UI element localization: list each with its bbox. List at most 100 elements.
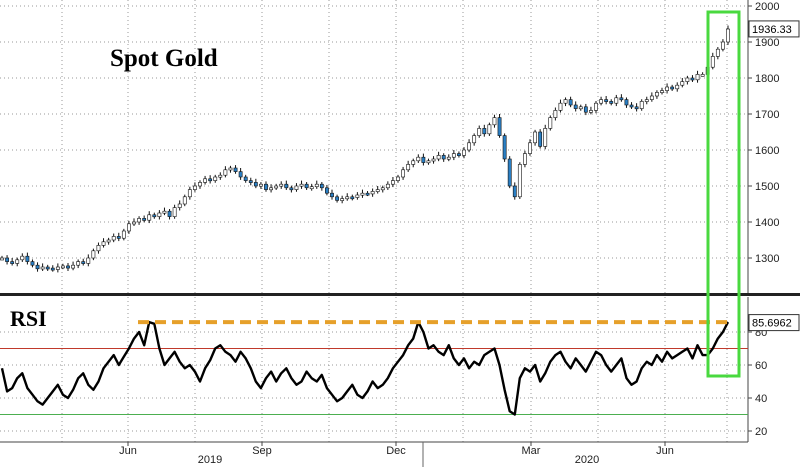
gold-candle-body <box>193 185 197 190</box>
gold-candle-body <box>467 142 471 151</box>
gold-candle-body <box>670 86 675 90</box>
gold-candle-body <box>233 167 238 172</box>
gold-candle-body <box>304 183 309 189</box>
gold-candle-body <box>370 191 375 195</box>
gold-last-value-tag-box <box>748 20 800 38</box>
gold-candle-body <box>523 153 527 165</box>
gold-candle-body <box>309 186 314 190</box>
gold-candle-body <box>472 135 477 144</box>
gold-candle-body <box>568 99 573 106</box>
gold-candle-body <box>604 99 609 102</box>
panel-divider <box>0 293 800 296</box>
gold-candle-body <box>482 128 487 135</box>
gold-candle-body <box>426 160 431 164</box>
gold-candle-body <box>152 214 157 218</box>
gold-candle-body <box>644 99 649 102</box>
gold-candle-body <box>451 153 456 158</box>
gold-candle-body <box>543 128 548 147</box>
rsi-last-value-tag: 85.6962 <box>748 314 800 332</box>
gold-candle-body <box>335 196 339 201</box>
gold-candle-body <box>624 99 629 106</box>
gold-candle-body <box>71 264 75 269</box>
gold-candle-body <box>147 214 152 221</box>
gold-candle-body <box>517 164 522 198</box>
gold-candle-body <box>238 171 243 178</box>
gold-candle-body <box>360 192 365 196</box>
gold-candle-body <box>294 185 299 190</box>
gold-series <box>0 25 730 273</box>
gold-candle-body <box>340 198 345 201</box>
gold-candle-body <box>375 189 380 192</box>
gold-candle-body <box>142 218 147 221</box>
gold-candle-body <box>548 117 553 129</box>
gold-ytick-label: 1300 <box>755 253 779 265</box>
gold-candle-body <box>81 261 86 264</box>
gold-candle-body <box>284 183 289 189</box>
rsi-ytick-label: 40 <box>755 393 767 405</box>
gold-candle-body <box>538 131 543 147</box>
gold-candle-body <box>726 28 730 43</box>
gold-candle-body <box>177 203 182 208</box>
gold-candle-body <box>274 185 279 189</box>
gold-ytick-label: 1500 <box>755 181 779 193</box>
gold-candle-body <box>101 241 106 246</box>
x-tick-label: Jun <box>656 445 674 457</box>
gold-candle-body <box>187 189 192 198</box>
gold-candle-body <box>96 245 101 252</box>
rsi-ytick-label: 20 <box>755 426 767 438</box>
gold-last-value-tag: 1936.33 <box>748 20 800 38</box>
gold-ytick-label: 1600 <box>755 145 779 157</box>
gold-candle-body <box>619 97 624 101</box>
gold-candle-body <box>259 183 263 187</box>
gold-candle-body <box>157 212 162 217</box>
gold-candle-body <box>76 261 81 266</box>
gold-candle-body <box>91 250 96 259</box>
gold-candle-body <box>721 41 725 50</box>
gold-candle-body <box>132 221 136 225</box>
gold-candle-body <box>609 101 614 104</box>
gold-candle-body <box>411 160 416 165</box>
gold-candle-body <box>553 110 558 118</box>
gold-ytick-label: 1800 <box>755 73 779 85</box>
gold-candle-body <box>248 180 253 183</box>
gold-panel: 1300 1400 1500 1600 1700 1800 1900 2000 Spot Go… <box>0 0 779 293</box>
gold-candle-body <box>507 158 512 187</box>
year-label: 2020 <box>575 454 599 466</box>
gold-candle-body <box>385 183 390 189</box>
gold-candle-body <box>573 104 578 109</box>
gold-candle-body <box>690 77 695 81</box>
gold-candle-body <box>40 266 45 270</box>
gold-candle-body <box>512 185 517 198</box>
gold-candle-body <box>55 266 60 270</box>
rsi-ytick-label: 60 <box>755 360 767 372</box>
gold-candle-body <box>391 180 395 185</box>
gold-candle-body <box>583 106 588 113</box>
gold-candle-body <box>45 266 50 270</box>
gold-candle-body <box>457 153 461 156</box>
gold-candle-body <box>50 267 55 271</box>
rsi-line <box>0 320 730 416</box>
gold-candle-body <box>61 265 65 269</box>
gold-candle-body <box>431 158 436 162</box>
gold-candle-body <box>441 155 446 160</box>
highlight-box <box>706 10 741 378</box>
gold-candle-body <box>477 128 482 136</box>
value-tags: 1936.33 85.6962 <box>748 20 800 332</box>
gold-last-value-tag-text: 1936.33 <box>752 24 792 36</box>
gold-grid: 1300 1400 1500 1600 1700 1800 1900 2000 <box>0 0 779 293</box>
gold-candle-body <box>253 182 258 187</box>
gold-candle-body <box>172 207 177 217</box>
gold-ytick-label: 2000 <box>755 1 779 13</box>
gold-candle-body <box>655 92 659 97</box>
gold-candle-body <box>649 95 654 100</box>
gold-candle-body <box>279 183 284 187</box>
gold-candle-body <box>700 74 705 77</box>
gold-candle-body <box>528 142 532 154</box>
gold-candle-body <box>380 187 385 191</box>
rsi-last-value-tag-text: 85.6962 <box>752 318 792 330</box>
gold-candle-body <box>710 56 715 68</box>
gold-candle-body <box>365 192 370 196</box>
gold-ytick-label: 1900 <box>755 37 779 49</box>
gold-candle-body <box>629 104 634 108</box>
